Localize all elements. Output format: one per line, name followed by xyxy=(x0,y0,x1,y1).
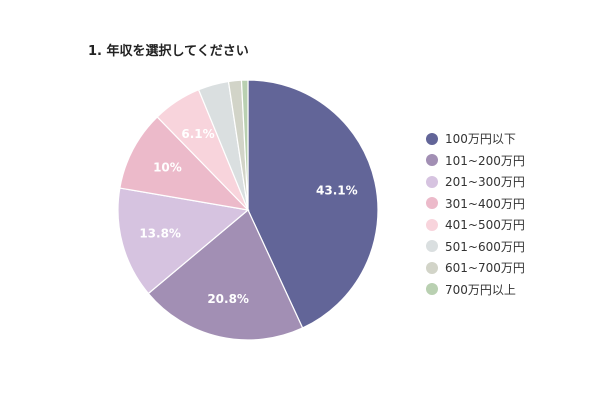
legend-label: 101~200万円 xyxy=(445,153,525,168)
pie-slice xyxy=(240,79,249,211)
legend-item: 201~300万円 xyxy=(426,171,525,193)
legend-item: 101~200万円 xyxy=(426,150,525,172)
legend-label: 100万円以下 xyxy=(445,132,516,147)
pie-slice xyxy=(117,187,250,295)
legend-item: 401~500万円 xyxy=(426,214,525,236)
legend-item: 100万円以下 xyxy=(426,128,525,150)
pie-slice xyxy=(119,116,250,211)
legend-label: 401~500万円 xyxy=(445,218,525,233)
legend-swatch xyxy=(426,240,438,253)
slice-value-label: 6.1% xyxy=(181,127,214,141)
pie-slice xyxy=(247,79,379,329)
legend-label: 700万円以上 xyxy=(445,282,516,297)
legend-swatch xyxy=(426,197,438,210)
legend-label: 501~600万円 xyxy=(445,239,525,254)
legend-label: 201~300万円 xyxy=(445,175,525,190)
chart-title: 1. 年収を選択してください xyxy=(88,44,249,59)
legend-item: 501~600万円 xyxy=(426,236,525,258)
slice-value-label: 43.1% xyxy=(316,183,358,197)
legend-swatch xyxy=(426,283,438,296)
legend-label: 301~400万円 xyxy=(445,196,525,211)
legend-swatch xyxy=(426,132,438,145)
legend-label: 601~700万円 xyxy=(445,261,525,276)
legend-item: 601~700万円 xyxy=(426,257,525,279)
legend-swatch xyxy=(426,154,438,167)
legend-swatch xyxy=(426,218,438,231)
slice-value-label: 10% xyxy=(153,161,182,175)
slice-value-label: 13.8% xyxy=(139,227,181,241)
legend-item: 700万円以上 xyxy=(426,279,525,301)
legend-item: 301~400万円 xyxy=(426,193,525,215)
legend-swatch xyxy=(426,261,438,274)
chart-legend: 100万円以下 101~200万円 201~300万円 301~400万円 401~50… xyxy=(426,128,525,300)
legend-swatch xyxy=(426,175,438,188)
slice-value-label: 20.8% xyxy=(207,292,249,306)
pie-slice xyxy=(147,209,304,341)
